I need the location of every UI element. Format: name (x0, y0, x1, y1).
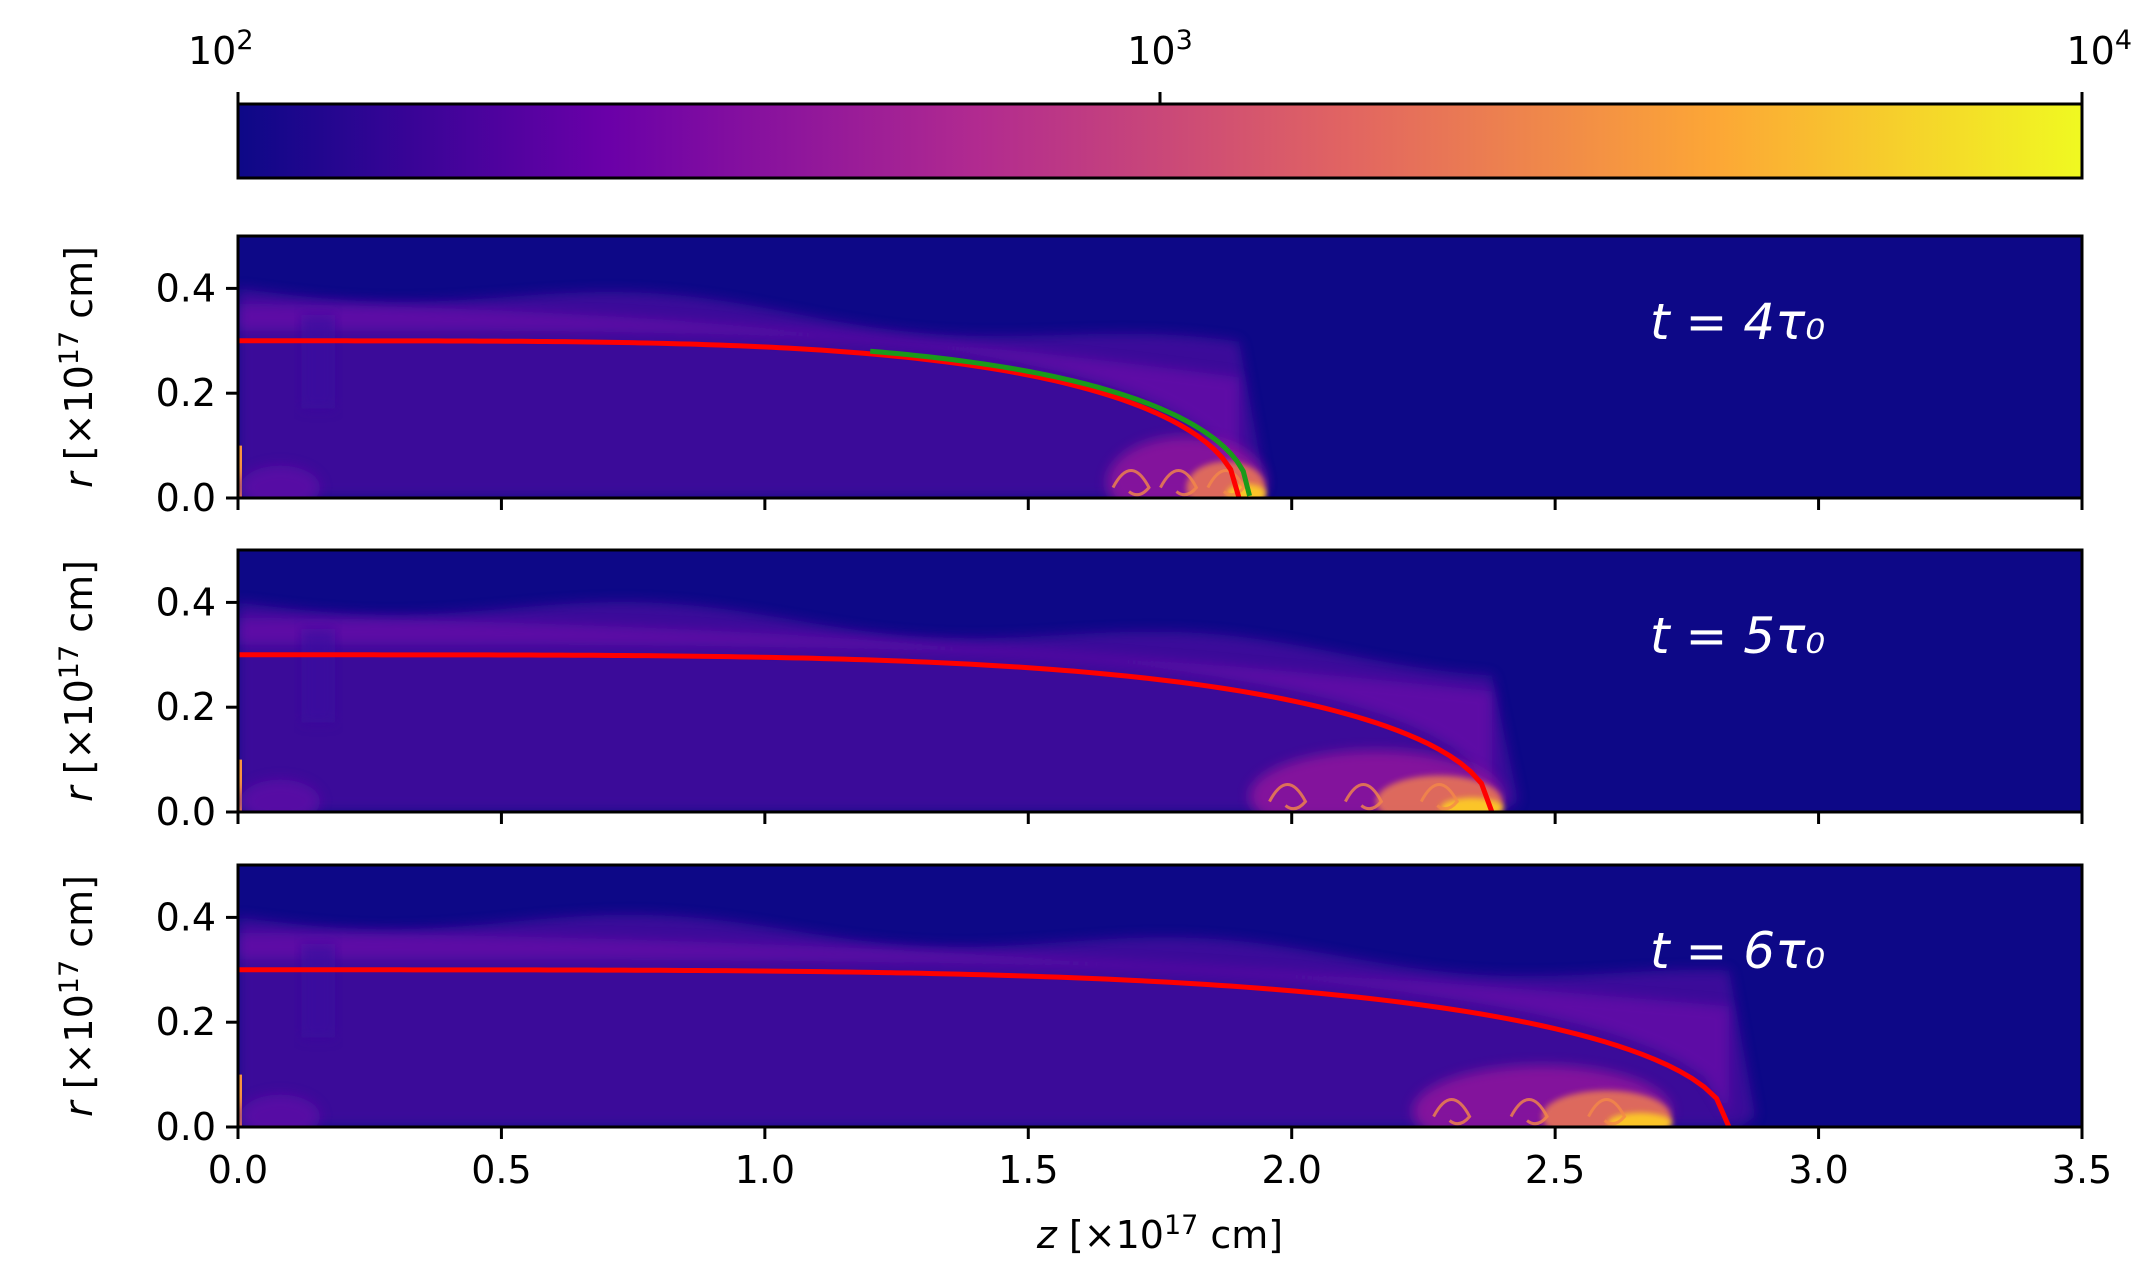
secondary-curve (870, 348, 1252, 497)
x-tick-label: 2.0 (1261, 1148, 1321, 1192)
x-tick-label: 3.5 (2052, 1148, 2112, 1192)
x-axis-label-pre: [×10 (1057, 1213, 1164, 1257)
vortex-arc (1509, 1098, 1549, 1126)
inlet-column (301, 943, 336, 1038)
inlet-column (301, 314, 336, 409)
density-field (238, 288, 1267, 498)
density-field (238, 914, 1756, 1127)
colorbar-tick-label: 103 (1127, 25, 1193, 73)
y-tick-label: 0.4 (156, 580, 216, 624)
y-axis-label: r [×1017 cm] (54, 875, 101, 1117)
inlet-strip (239, 759, 242, 812)
y-tick-label: 0.4 (156, 895, 216, 939)
vortex-arc (1344, 783, 1384, 811)
y-tick-label: 0.0 (156, 790, 216, 834)
colorbar-fill (238, 104, 2082, 178)
x-tick-label: 3.0 (1788, 1148, 1848, 1192)
vortex-arc (1268, 783, 1308, 811)
x-axis-label-exp: 17 (1164, 1210, 1198, 1241)
panel-1: t = 4τ₀ 0.0 0.2 0.4 r [×1017 cm] (54, 234, 2084, 520)
vortex-arc (1159, 469, 1199, 497)
shear-layer (238, 304, 1240, 488)
panel-2: t = 5τ₀ 0.0 0.2 0.4 r [×1017 cm] (54, 548, 2084, 834)
density-field (238, 602, 1519, 812)
x-axis-label: z [×1017 cm] (1036, 1210, 1283, 1257)
vortex-arc (1587, 1098, 1627, 1126)
analytic-curve (238, 338, 1242, 498)
analytic-curve (238, 967, 1732, 1127)
x-tick-label: 1.5 (998, 1148, 1058, 1192)
inlet-blob (240, 779, 321, 812)
y-tick-label: 0.0 (156, 1105, 216, 1149)
shear-layer (238, 618, 1492, 802)
y-tick-label: 0.0 (156, 476, 216, 520)
panel-frame (236, 234, 2084, 500)
panel-3: t = 6τ₀ 0.0 0.2 0.4 0.0 0.5 1.0 1.5 2.0 2.5 3.0 3.5… (54, 863, 2112, 1192)
x-tick-label: 0.0 (208, 1148, 268, 1192)
x-tick-label: 1.0 (735, 1148, 795, 1192)
y-tick-label: 0.2 (156, 685, 216, 729)
x-tick-label: 2.5 (1525, 1148, 1585, 1192)
inlet-strip (239, 1074, 242, 1127)
y-axis-label: r [×1017 cm] (54, 246, 101, 488)
shear-layer (238, 933, 1730, 1117)
inlet-blob (240, 1094, 321, 1127)
y-tick-label: 0.4 (156, 266, 216, 310)
inlet-strip (239, 445, 242, 498)
y-tick-label: 0.2 (156, 371, 216, 415)
y-tick-label: 0.2 (156, 1000, 216, 1044)
analytic-curve (238, 652, 1495, 812)
vortex-arc (1111, 469, 1151, 497)
vortex-arc (1419, 783, 1460, 811)
x-tick-label: 0.5 (471, 1148, 531, 1192)
panel-time-label: t = 6τ₀ (1650, 922, 1825, 980)
y-axis-label: r [×1017 cm] (54, 560, 101, 802)
colorbar-tick-label: 104 (2066, 25, 2132, 73)
colorbar-tick-label: 102 (188, 25, 254, 73)
panel-frame (236, 863, 2084, 1129)
panel-time-label: t = 5τ₀ (1650, 607, 1825, 665)
inlet-column (301, 628, 336, 723)
colorbar-ticks: 102 103 104 (188, 25, 2132, 104)
x-axis-label-post: cm] (1198, 1213, 1283, 1257)
colorbar: 102 103 104 (188, 25, 2132, 180)
x-axis-label-var: z (1036, 1213, 1058, 1257)
panel-time-label: t = 4τ₀ (1650, 293, 1825, 351)
inlet-blob (240, 465, 321, 498)
panel-frame (236, 548, 2084, 814)
vortex-arc (1206, 469, 1246, 497)
vortex-arc (1432, 1098, 1472, 1126)
